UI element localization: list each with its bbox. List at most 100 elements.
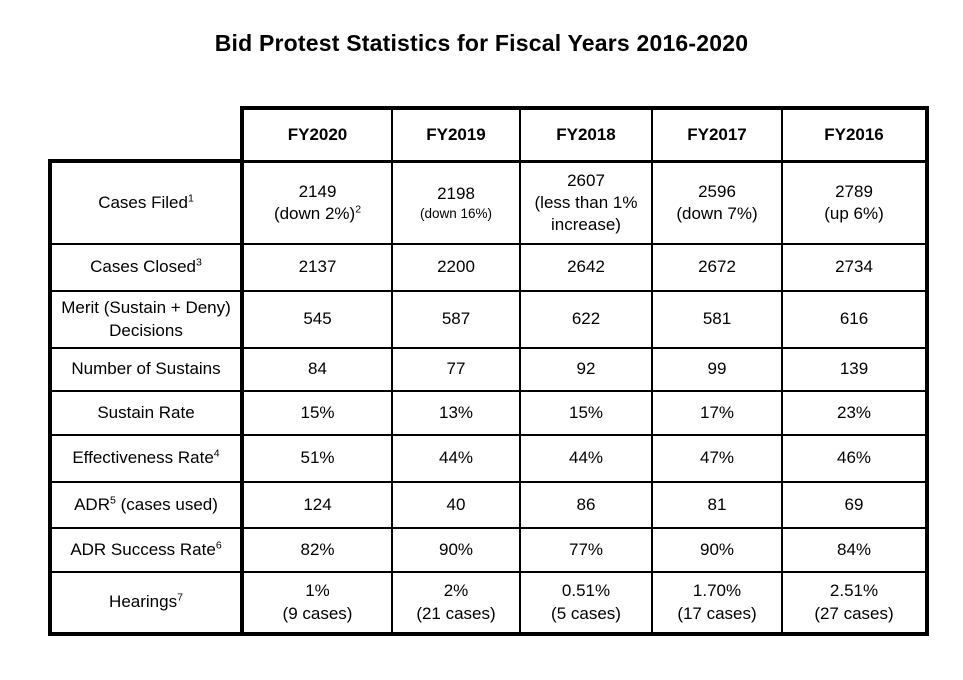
cell-note: (17 cases) [677,603,757,623]
cell-cases-filed-fy2017: 2596 (down 7%) [651,160,783,245]
row-label-text: (cases used) [115,494,218,514]
cell-note: (up 6%) [824,203,884,223]
corner-blank-cell [50,108,242,161]
cell-value: 2% [443,581,469,601]
cell-note: (down 2%)2 [247,203,388,225]
cell-adr-success-fy2016: 84% [781,527,929,573]
page-title: Bid Protest Statistics for Fiscal Years … [214,30,749,56]
cell-note-text: (down 2%) [273,203,356,223]
column-header-fy2020: FY2020 [240,106,393,163]
cell-adr-success-fy2017: 90% [651,527,783,573]
cell-merit-fy2017: 581 [651,290,783,349]
header-row: FY2020 FY2019 FY2018 FY2017 FY2016 [50,106,929,163]
cell-note: (9 cases) [282,603,353,623]
row-label-cases-filed: Cases Filed1 [48,159,244,245]
cell-value: 1.70% [692,581,742,601]
cell-adr-success-fy2018: 77% [519,527,653,573]
cell-value: 2607 [567,170,605,190]
row-label-text: Cases Closed [90,257,196,277]
cell-sustains-fy2020: 84 [241,347,393,392]
cell-adr-fy2017: 81 [651,481,783,529]
cell-value: 2149 [298,181,337,201]
column-header-fy2018: FY2018 [519,106,653,163]
row-label-merit-decisions: Merit (Sustain + Deny) Decisions [48,290,244,349]
row-label-sustain-rate: Sustain Rate [48,390,244,436]
cell-cases-filed-fy2018: 2607 (less than 1% increase) [519,160,653,245]
cell-note: (down 7%) [676,203,758,223]
row-adr-cases-used: ADR5 (cases used) 124 40 86 81 69 [48,481,929,529]
cell-hearings-fy2019: 2% (21 cases) [391,571,521,636]
cell-sustains-fy2016: 139 [781,347,929,392]
row-merit-decisions: Merit (Sustain + Deny) Decisions 545 587… [48,290,929,349]
cell-value: 2789 [835,181,873,201]
cell-cases-filed-fy2020: 2149 (down 2%)2 [241,160,393,245]
row-label-cases-closed: Cases Closed3 [48,243,244,292]
row-hearings: Hearings7 1% (9 cases) 2% (21 cases) 0.5… [48,571,929,636]
cell-cases-closed-fy2018: 2642 [519,243,653,292]
row-cases-filed: Cases Filed1 2149 (down 2%)2 2198 (down … [48,159,929,245]
row-label-adr-cases-used: ADR5 (cases used) [48,481,244,529]
footnote-marker: 1 [187,192,194,205]
cell-cases-filed-fy2016: 2789 (up 6%) [781,160,929,245]
row-label-text: Cases Filed [98,192,188,212]
cell-hearings-fy2020: 1% (9 cases) [241,571,393,636]
cell-merit-fy2016: 616 [781,290,929,349]
row-cases-closed: Cases Closed3 2137 2200 2642 2672 2734 [48,243,929,292]
cell-value: 2198 [437,183,475,203]
row-label-text: ADR Success Rate [70,539,216,559]
cell-cases-closed-fy2020: 2137 [241,243,393,292]
row-adr-success-rate: ADR Success Rate6 82% 90% 77% 90% 84% [48,527,929,573]
cell-adr-fy2018: 86 [519,481,653,529]
cell-cases-closed-fy2019: 2200 [391,243,521,292]
cell-note: (less than 1% increase) [534,192,638,234]
cell-adr-fy2020: 124 [241,481,393,529]
cell-cases-filed-fy2019: 2198 (down 16%) [391,160,521,245]
row-label-text: Hearings [109,592,178,612]
row-label-effectiveness-rate: Effectiveness Rate4 [48,434,244,483]
column-header-fy2017: FY2017 [651,106,783,163]
cell-hearings-fy2017: 1.70% (17 cases) [651,571,783,636]
cell-value: 2596 [698,181,736,201]
cell-adr-success-fy2020: 82% [241,527,393,573]
cell-adr-success-fy2019: 90% [391,527,521,573]
cell-sustain-rate-fy2018: 15% [519,390,653,436]
footnote-marker: 6 [215,539,222,552]
cell-sustain-rate-fy2019: 13% [391,390,521,436]
cell-merit-fy2020: 545 [241,290,393,349]
cell-value: 2.51% [829,581,879,601]
cell-note: (5 cases) [551,603,621,623]
row-label-adr-success-rate: ADR Success Rate6 [48,527,244,573]
row-number-of-sustains: Number of Sustains 84 77 92 99 139 [48,347,929,392]
cell-cases-closed-fy2017: 2672 [651,243,783,292]
footnote-marker: 5 [110,494,116,507]
bid-protest-statistics-table: FY2020 FY2019 FY2018 FY2017 FY2016 Cases… [48,106,929,636]
row-effectiveness-rate: Effectiveness Rate4 51% 44% 44% 47% 46% [48,434,929,483]
footnote-marker: 4 [213,447,220,460]
cell-sustains-fy2017: 99 [651,347,783,392]
cell-note: (down 16%) [419,206,493,222]
cell-hearings-fy2018: 0.51% (5 cases) [519,571,653,636]
cell-effectiveness-fy2019: 44% [391,434,521,483]
row-label-text: Effectiveness Rate [72,448,214,468]
cell-effectiveness-fy2016: 46% [781,434,929,483]
cell-cases-closed-fy2016: 2734 [781,243,929,292]
cell-hearings-fy2016: 2.51% (27 cases) [781,571,929,636]
cell-sustain-rate-fy2017: 17% [651,390,783,436]
cell-effectiveness-fy2017: 47% [651,434,783,483]
column-header-fy2016: FY2016 [781,106,929,163]
cell-adr-fy2019: 40 [391,481,521,529]
cell-value: 0.51% [561,581,611,601]
row-label-text: ADR [74,494,110,514]
cell-sustain-rate-fy2016: 23% [781,390,929,436]
footnote-marker: 3 [195,256,202,269]
cell-effectiveness-fy2020: 51% [241,434,393,483]
row-sustain-rate: Sustain Rate 15% 13% 15% 17% 23% [48,390,929,436]
cell-value: 1% [305,581,330,601]
cell-merit-fy2018: 622 [519,290,653,349]
footnote-marker: 2 [355,203,362,216]
row-label-hearings: Hearings7 [48,571,244,636]
cell-merit-fy2019: 587 [391,290,521,349]
row-label-number-of-sustains: Number of Sustains [48,347,244,392]
column-header-fy2019: FY2019 [391,106,521,163]
